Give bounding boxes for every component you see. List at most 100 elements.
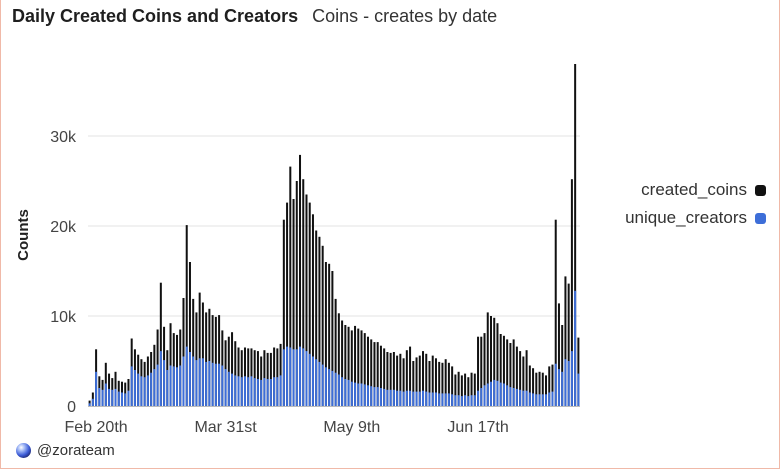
bar-unique-creators: [489, 381, 492, 406]
bar-unique-creators: [195, 360, 198, 406]
globe-icon: [16, 443, 31, 458]
bar-created-coins: [545, 375, 548, 406]
bar-created-coins: [218, 315, 221, 406]
bar-unique-creators: [379, 388, 382, 406]
bar-unique-creators: [117, 391, 120, 406]
bar-created-coins: [509, 343, 512, 406]
bar-created-coins: [205, 312, 208, 406]
bar-unique-creators: [256, 379, 259, 406]
bar-unique-creators: [292, 349, 295, 406]
bar-unique-creators: [137, 373, 140, 406]
bar-unique-creators: [535, 394, 538, 406]
bar-created-coins: [208, 308, 211, 406]
bar-unique-creators: [396, 390, 399, 406]
bar-created-coins: [188, 262, 191, 406]
bar-unique-creators: [286, 346, 289, 406]
bar-created-coins: [383, 348, 386, 406]
bar-created-coins: [334, 298, 337, 406]
bar-unique-creators: [370, 386, 373, 406]
bar-unique-creators: [506, 385, 509, 406]
bar-created-coins: [357, 328, 360, 406]
bar-unique-creators: [499, 382, 502, 406]
bar-created-coins: [299, 154, 302, 406]
bar-unique-creators: [237, 376, 240, 406]
legend-label-created-coins: created_coins: [641, 180, 747, 199]
bar-unique-creators: [253, 378, 256, 406]
bar-unique-creators: [163, 360, 166, 406]
bar-unique-creators: [198, 358, 201, 406]
legend-swatch-created-coins: [755, 184, 766, 196]
bar-created-coins: [561, 325, 564, 406]
bar-unique-creators: [402, 391, 405, 406]
bar-unique-creators: [146, 375, 149, 406]
bar-unique-creators: [399, 390, 402, 406]
bar-created-coins: [467, 377, 470, 406]
bar-unique-creators: [299, 346, 302, 406]
bar-created-coins: [256, 351, 259, 406]
bar-created-coins: [201, 302, 204, 406]
bar-unique-creators: [496, 380, 499, 406]
bar-unique-creators: [525, 390, 528, 406]
bar-unique-creators: [354, 382, 357, 406]
bar-unique-creators: [143, 377, 146, 406]
bar-created-coins: [502, 335, 505, 406]
bar-unique-creators: [295, 349, 298, 406]
bar-unique-creators: [150, 372, 153, 406]
bar-unique-creators: [179, 365, 182, 406]
bar-unique-creators: [383, 388, 386, 406]
bar-created-coins: [282, 219, 285, 406]
bar-unique-creators: [522, 390, 525, 406]
bar-created-coins: [347, 326, 350, 406]
bar-unique-creators: [172, 366, 175, 406]
bar-created-coins: [473, 373, 476, 406]
legend-item-unique-creators[interactable]: unique_creators: [625, 208, 766, 228]
bar-created-coins: [519, 351, 522, 406]
bar-unique-creators: [373, 387, 376, 406]
bar-unique-creators: [331, 370, 334, 406]
bar-unique-creators: [444, 393, 447, 406]
bar-created-coins: [532, 368, 535, 406]
bar-created-coins: [376, 342, 379, 406]
bar-unique-creators: [350, 381, 353, 406]
bar-unique-creators: [111, 389, 114, 406]
bar-created-coins: [422, 351, 425, 406]
bar-unique-creators: [305, 351, 308, 406]
bar-unique-creators: [279, 375, 282, 406]
bar-created-coins: [370, 339, 373, 406]
bar-created-coins: [350, 330, 353, 406]
bar-unique-creators: [214, 363, 217, 406]
bar-created-coins: [538, 371, 541, 406]
bar-unique-creators: [98, 388, 101, 406]
bar-unique-creators: [574, 290, 577, 406]
bar-unique-creators: [451, 394, 454, 406]
legend-item-created-coins[interactable]: created_coins: [641, 180, 766, 200]
footer-handle[interactable]: @zorateam: [37, 442, 115, 459]
bar-unique-creators: [467, 396, 470, 406]
footer: @zorateam: [16, 442, 115, 459]
chart-title: Daily Created Coins and Creators: [12, 6, 299, 26]
bar-unique-creators: [428, 392, 431, 406]
bar-created-coins: [331, 271, 334, 406]
bar-unique-creators: [263, 378, 266, 406]
bar-unique-creators: [486, 383, 489, 406]
bar-unique-creators: [528, 392, 531, 406]
bar-unique-creators: [366, 385, 369, 406]
bar-created-coins: [515, 346, 518, 406]
bar-created-coins: [464, 373, 467, 406]
bar-unique-creators: [557, 369, 560, 406]
bar-created-coins: [551, 364, 554, 406]
bar-unique-creators: [454, 395, 457, 406]
bar-unique-creators: [512, 388, 515, 406]
bar-created-coins: [409, 346, 412, 406]
bar-unique-creators: [519, 389, 522, 406]
bar-created-coins: [438, 361, 441, 406]
bar-created-coins: [493, 317, 496, 406]
bar-unique-creators: [108, 388, 111, 406]
bar-created-coins: [480, 336, 483, 406]
bar-unique-creators: [208, 361, 211, 406]
bar-unique-creators: [545, 394, 548, 406]
bar-unique-creators: [269, 379, 272, 406]
bar-unique-creators: [360, 383, 363, 406]
bar-created-coins: [496, 323, 499, 406]
